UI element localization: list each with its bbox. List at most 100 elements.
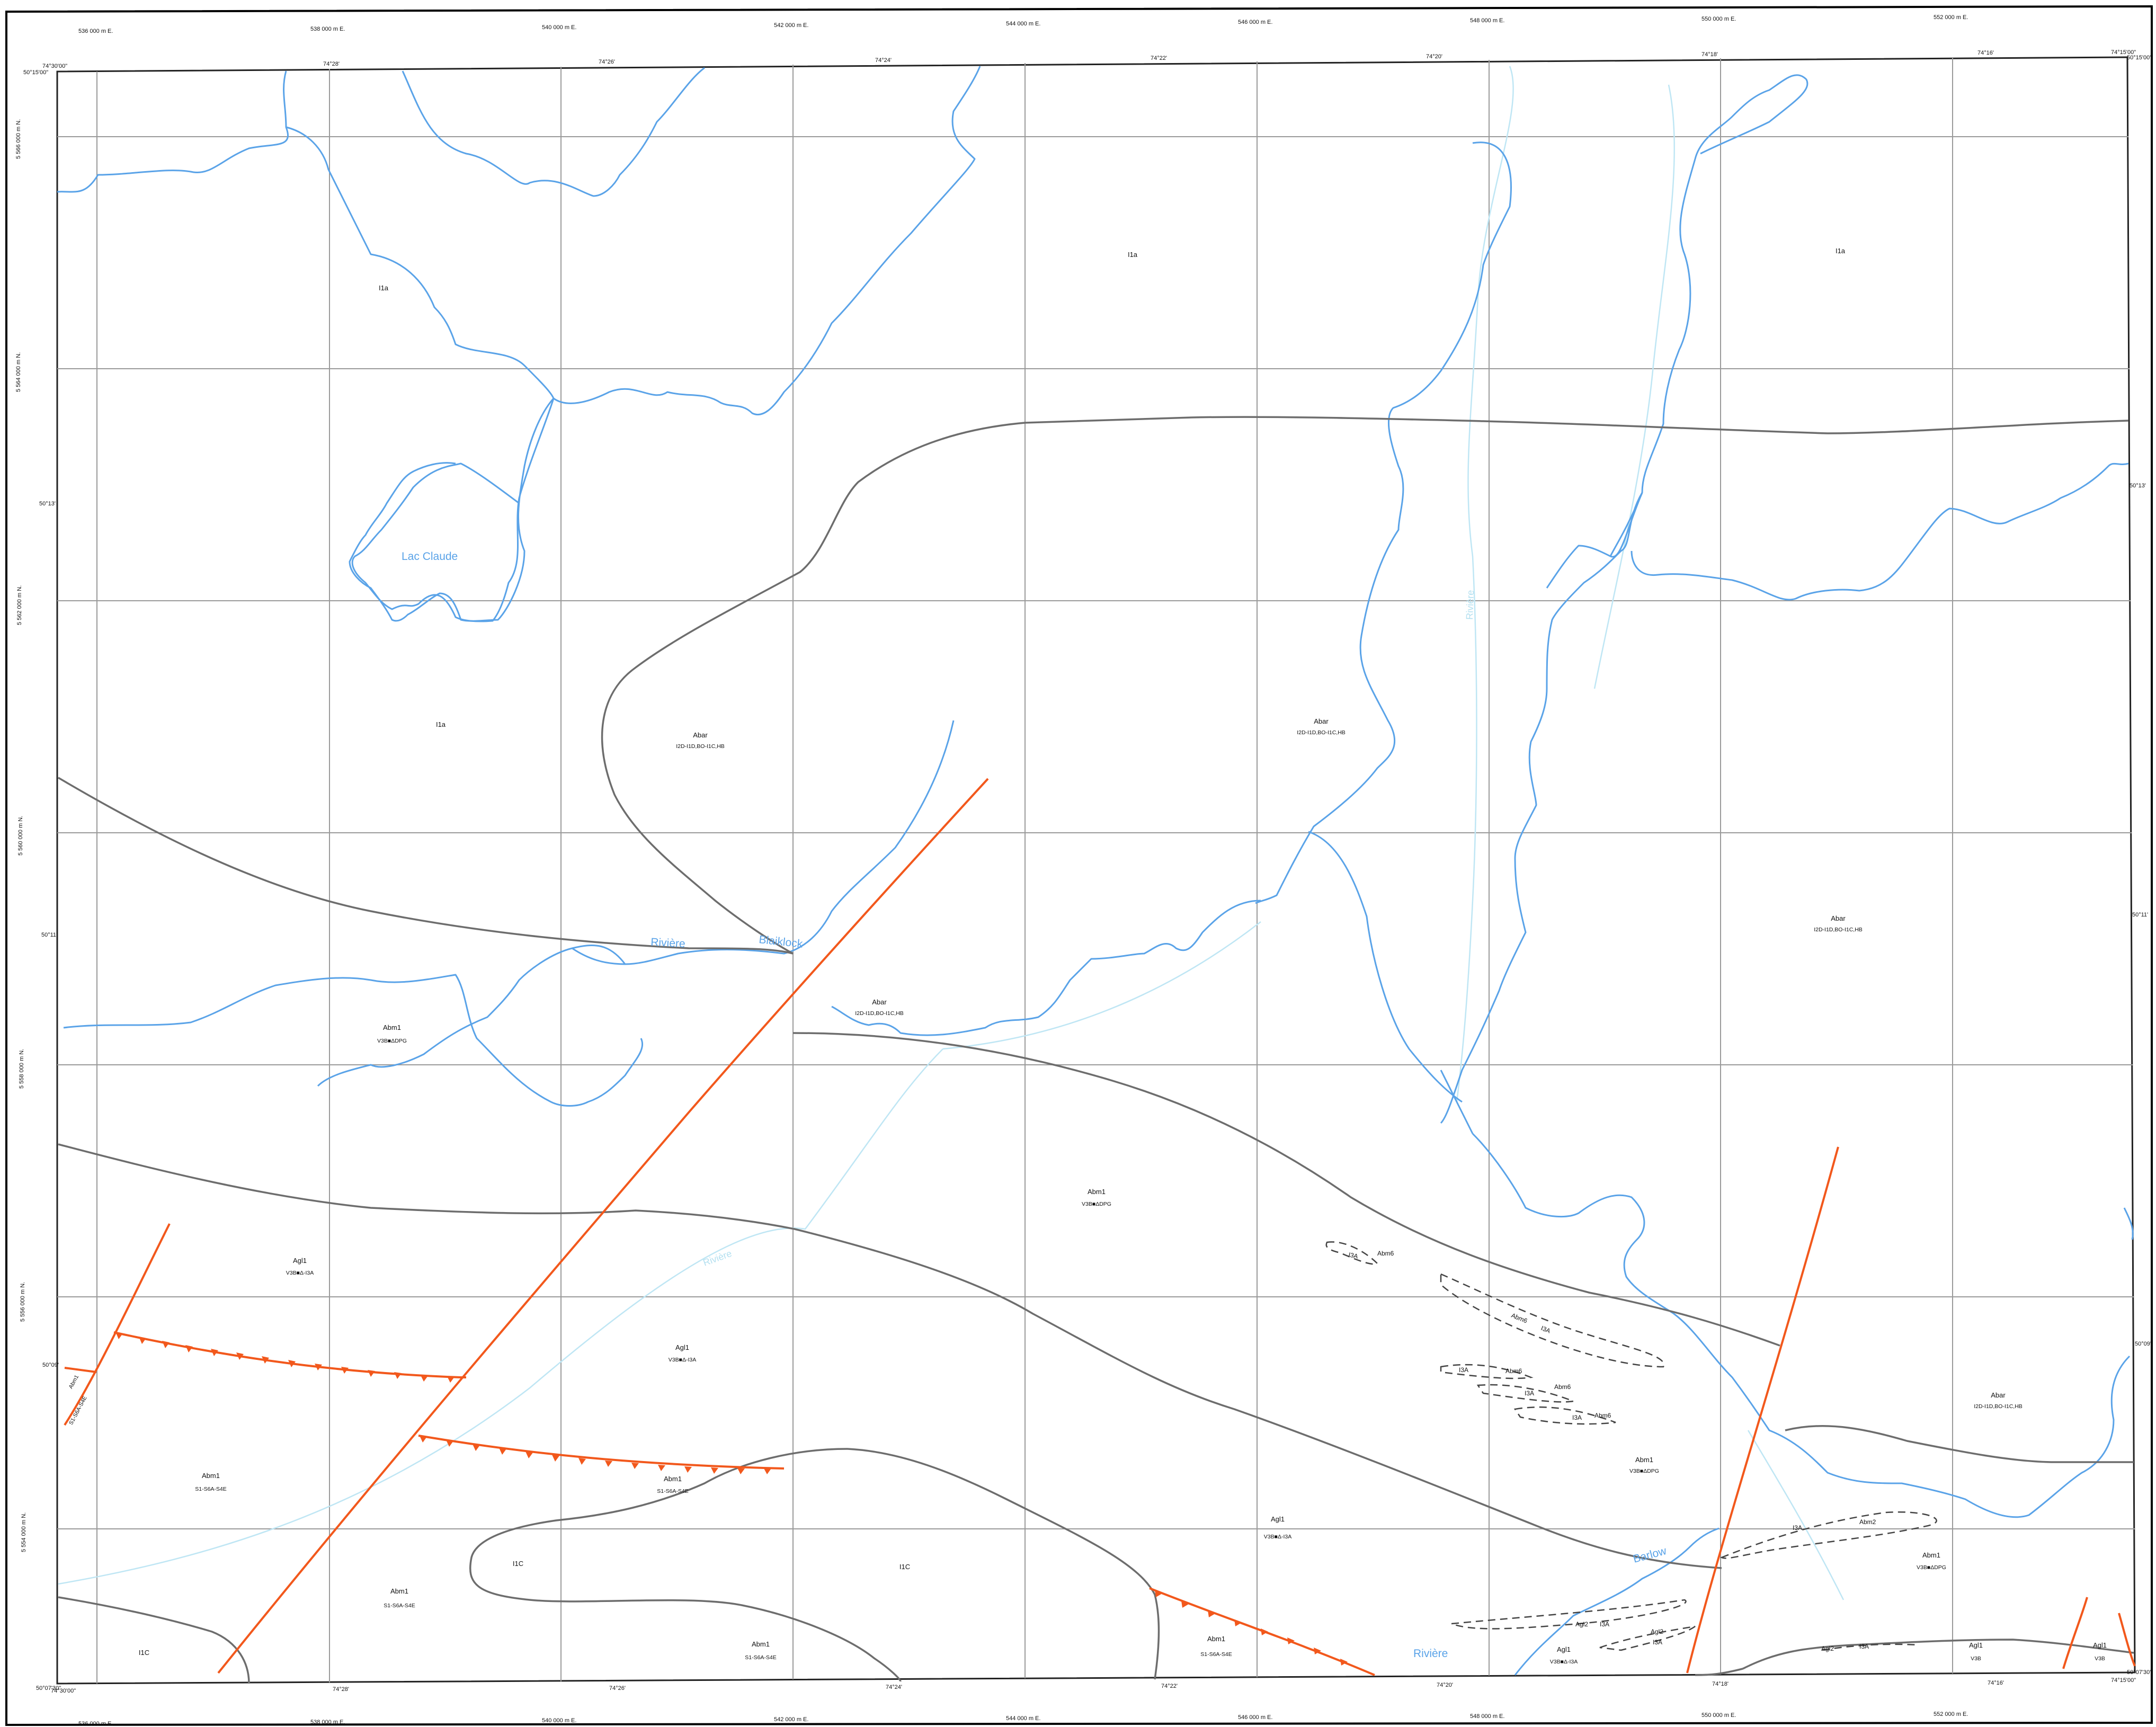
- longitude-label: 74°24': [886, 1684, 902, 1690]
- latitude-label: 50°15'00": [23, 69, 48, 76]
- easting-label: 536 000 m E.: [78, 1721, 113, 1727]
- longitude-label: 74°24': [875, 57, 892, 64]
- unit-sublabel: I2D-I1D,BO-I1C,HB: [1297, 729, 1346, 736]
- northing-label: 5 554 000 m N.: [21, 1512, 27, 1552]
- northing-label: 5 562 000 m N.: [16, 585, 23, 625]
- longitude-label: 74°30'00": [42, 63, 67, 69]
- northing-label: 5 564 000 m N.: [15, 352, 22, 392]
- unit-sublabel: S1-S6A-S4E: [384, 1603, 415, 1609]
- unit-label: Abm1: [390, 1587, 408, 1595]
- longitude-label: 74°16': [1977, 50, 1994, 56]
- lens-label: Abm2: [1859, 1518, 1876, 1526]
- lens-label: I3A: [1793, 1524, 1802, 1532]
- unit-label: Abm1: [202, 1472, 220, 1480]
- unit-label: Abm1: [664, 1475, 682, 1483]
- lac-claude: [349, 398, 555, 622]
- northing-label: 5 560 000 m N.: [17, 816, 24, 856]
- longitude-label: 74°22': [1151, 55, 1167, 61]
- unit-label: Abar: [872, 998, 887, 1006]
- faults: [64, 778, 2136, 1676]
- unit-label: I1C: [513, 1560, 523, 1568]
- unit-label: Abm1: [1922, 1551, 1940, 1559]
- easting-label: 542 000 m E.: [774, 1716, 808, 1723]
- longitude-label: 74°30'00": [51, 1688, 76, 1694]
- unit-label: Abar: [693, 731, 708, 739]
- latitude-label: 50°15'00": [2127, 55, 2152, 61]
- unit-sublabel: S1-S6A-S4E: [657, 1488, 689, 1494]
- unit-sublabel: I2D-I1D,BO-I1C,HB: [855, 1010, 904, 1017]
- longitude-label: 74°15'00": [2111, 49, 2136, 56]
- longitude-label: 74°20': [1437, 1682, 1453, 1688]
- lens-label: I3A: [1459, 1366, 1468, 1374]
- lens-label: Agl2: [1651, 1628, 1663, 1635]
- easting-label: 550 000 m E.: [1701, 16, 1736, 22]
- unit-sublabel: V3B: [2095, 1655, 2105, 1662]
- latitude-label: 50°09': [2135, 1341, 2151, 1347]
- unit-sublabel: S1-S6A-S4E: [68, 1395, 88, 1426]
- latitude-label: 50°11': [2132, 912, 2148, 918]
- longitude-label: 74°26': [599, 59, 615, 65]
- longitude-label: 74°28': [323, 61, 340, 67]
- lens-label: Abm6: [1510, 1312, 1529, 1325]
- unit-sublabel: V3B■Δ-I3A: [1550, 1659, 1578, 1665]
- unit-sublabel: V3B■Δ-I3A: [669, 1357, 696, 1363]
- easting-labels-bottom: 536 000 m E. 538 000 m E. 540 000 m E. 5…: [78, 1711, 1968, 1727]
- unit-sublabel: I2D-I1D,BO-I1C,HB: [676, 743, 725, 750]
- unit-sublabel: V3B: [1971, 1655, 1981, 1662]
- unit-label: Agl1: [1271, 1515, 1285, 1523]
- unit-label: Abm1: [1207, 1635, 1225, 1643]
- unit-label: Abm1: [383, 1023, 401, 1031]
- unit-label: I1C: [139, 1649, 149, 1657]
- easting-label: 536 000 m E.: [78, 28, 113, 34]
- unit-sublabel: S1-S6A-S4E: [195, 1486, 227, 1492]
- lens-label: Agl2: [1575, 1621, 1588, 1628]
- lens-label: I3A: [1600, 1621, 1609, 1628]
- lens-label: Abm6: [1594, 1412, 1611, 1419]
- longitude-label: 74°20': [1426, 54, 1442, 60]
- easting-label: 552 000 m E.: [1934, 1711, 1968, 1717]
- utm-grid: [57, 57, 2135, 1684]
- longitude-label: 74°16': [1988, 1680, 2004, 1686]
- lens-label: Abm6: [1377, 1250, 1394, 1257]
- unit-label: I1a: [436, 720, 446, 728]
- faint-hydrography: [58, 66, 1845, 1600]
- longitude-label: 74°18': [1701, 51, 1718, 58]
- easting-label: 542 000 m E.: [774, 22, 808, 29]
- lens-label: Agl2: [1821, 1645, 1834, 1652]
- northing-labels: 5 566 000 m N. 5 564 000 m N. 5 562 000 …: [15, 119, 27, 1552]
- easting-label: 540 000 m E.: [542, 1717, 576, 1724]
- easting-label: 546 000 m E.: [1238, 19, 1272, 25]
- longitude-label: 74°22': [1161, 1683, 1178, 1689]
- river-label: Blaiklock: [758, 933, 803, 950]
- river-label: Rivière: [1464, 590, 1476, 620]
- latitude-label: 50°07'30": [2127, 1669, 2152, 1676]
- river-label: Rivière: [651, 936, 685, 950]
- unit-label: Abm1: [1635, 1456, 1653, 1464]
- lake-name: Lac Claude: [402, 550, 458, 563]
- easting-label: 544 000 m E.: [1006, 1715, 1040, 1722]
- unit-sublabel: V3B■ΔDPG: [1917, 1564, 1946, 1571]
- map-frame: [5, 5, 2153, 1726]
- unit-sublabel: S1-S6A-S4E: [1200, 1651, 1232, 1658]
- geological-contacts: [58, 416, 2134, 1684]
- latitude-label: 50°11': [41, 932, 57, 938]
- lens-label: Abm6: [1505, 1367, 1522, 1375]
- unit-label: I1a: [379, 284, 389, 292]
- northing-label: 5 558 000 m N.: [19, 1049, 25, 1089]
- unit-label: Abar: [1831, 914, 1846, 922]
- unit-label: Abm1: [1088, 1188, 1106, 1196]
- unit-label: Agl1: [675, 1343, 689, 1351]
- unit-label: Agl1: [2093, 1641, 2107, 1649]
- unit-sublabel: V3B■ΔDPG: [1629, 1468, 1659, 1474]
- unit-label: Abar: [1314, 717, 1329, 725]
- longitude-label: 74°28': [333, 1686, 349, 1693]
- lens-label: I3A: [1348, 1251, 1359, 1260]
- easting-label: 548 000 m E.: [1470, 17, 1504, 24]
- latitude-labels: 50°15'00" 50°13' 50°11' 50°09' 50°07'30"…: [23, 55, 2152, 1692]
- unit-sublabel: V3B■Δ-I3A: [1264, 1534, 1291, 1540]
- hydrography: [57, 66, 2134, 1676]
- easting-label: 538 000 m E.: [310, 26, 345, 32]
- easting-label: 538 000 m E.: [310, 1719, 345, 1725]
- unit-sublabel: I2D-I1D,BO-I1C,HB: [1974, 1403, 2023, 1410]
